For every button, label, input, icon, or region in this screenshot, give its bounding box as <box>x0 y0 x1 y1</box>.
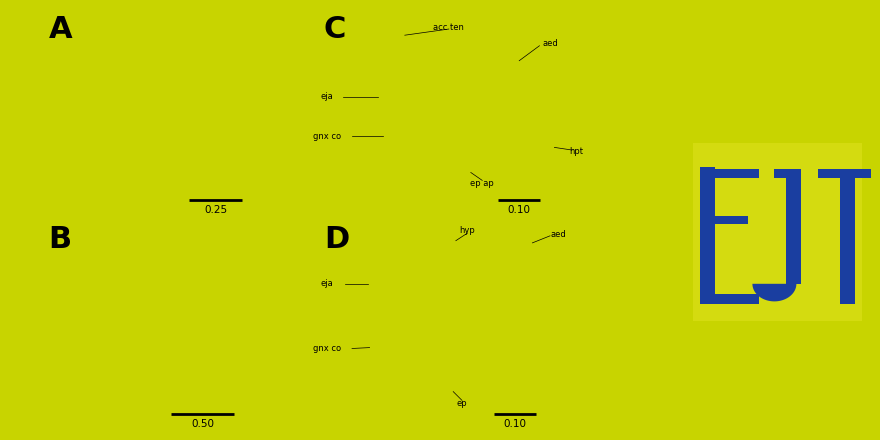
Text: 0.25: 0.25 <box>204 205 227 216</box>
Text: eja: eja <box>321 92 334 101</box>
Text: 0.10: 0.10 <box>508 205 531 216</box>
Text: ep ap: ep ap <box>471 179 494 187</box>
Text: hpt: hpt <box>569 147 583 156</box>
Text: gnx co: gnx co <box>313 344 341 353</box>
Text: gnx co: gnx co <box>313 132 341 141</box>
Text: D: D <box>324 225 349 254</box>
Text: acc ten: acc ten <box>433 23 465 32</box>
Text: aed: aed <box>551 230 567 238</box>
Text: C: C <box>324 15 346 44</box>
Text: 0.10: 0.10 <box>503 419 526 429</box>
Text: B: B <box>48 225 71 254</box>
Text: 0.50: 0.50 <box>191 419 214 429</box>
Text: ep: ep <box>457 400 467 408</box>
Text: eja: eja <box>321 279 334 288</box>
Text: hyp: hyp <box>459 226 475 235</box>
Text: A: A <box>48 15 72 44</box>
Text: aed: aed <box>542 40 558 48</box>
